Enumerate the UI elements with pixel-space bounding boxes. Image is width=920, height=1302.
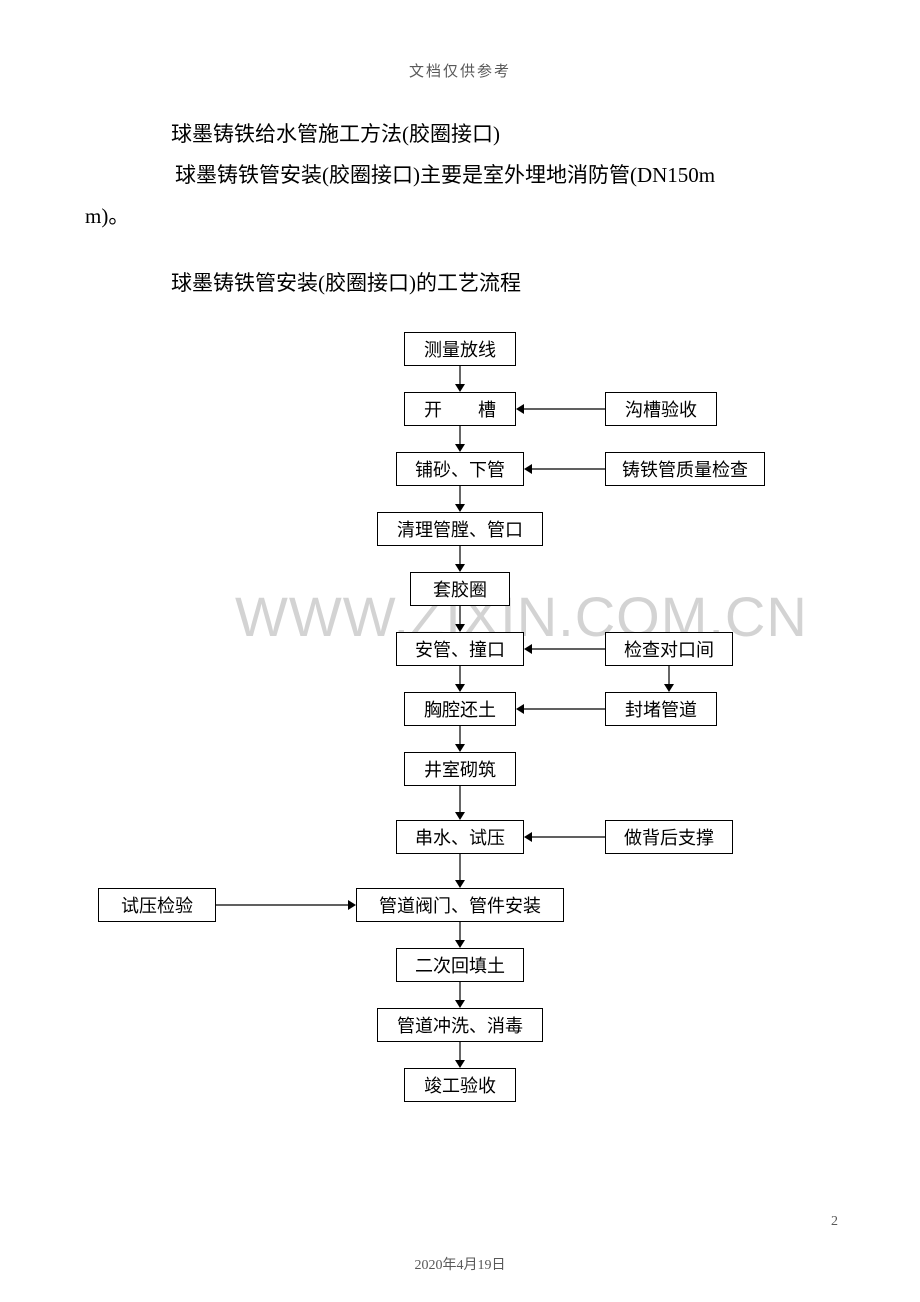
node-backfill2: 二次回填土 [396,948,524,982]
node-trench-check: 沟槽验收 [605,392,717,426]
node-label: 二次回填土 [415,952,505,978]
intro-line-2: m)。 [85,197,129,237]
node-label: 开 槽 [424,396,496,422]
node-backfill1: 胸腔还土 [404,692,516,726]
node-pressure-test: 串水、试压 [396,820,524,854]
node-seal-pipe: 封堵管道 [605,692,717,726]
node-label: 竣工验收 [424,1072,496,1098]
page-number: 2 [831,1214,838,1230]
intro-line-1: 球墨铸铁管安装(胶圈接口)主要是室外埋地消防管(DN150m [175,156,855,196]
node-label: 胸腔还土 [424,696,496,722]
node-label: 做背后支撑 [624,824,714,850]
node-label: 铺砂、下管 [415,456,505,482]
node-label: 清理管膛、管口 [397,516,523,542]
node-clean: 清理管膛、管口 [377,512,543,546]
section-heading: 球墨铸铁管安装(胶圈接口)的工艺流程 [171,264,521,304]
node-label: 安管、撞口 [415,636,505,662]
node-trench: 开 槽 [404,392,516,426]
node-label: 测量放线 [424,336,496,362]
node-label: 井室砌筑 [424,756,496,782]
node-label: 串水、试压 [415,824,505,850]
node-label: 铸铁管质量检查 [622,456,748,482]
node-flush: 管道冲洗、消毒 [377,1008,543,1042]
node-install: 安管、撞口 [396,632,524,666]
header-note: 文档仅供参考 [409,60,511,81]
node-label: 管道冲洗、消毒 [397,1012,523,1038]
node-pressure-inspect: 试压检验 [98,888,216,922]
node-label: 试压检验 [121,892,193,918]
node-label: 管道阀门、管件安装 [379,892,541,918]
title-line-1: 球墨铸铁给水管施工方法(胶圈接口) [171,115,500,155]
node-rear-support: 做背后支撑 [605,820,733,854]
node-label: 沟槽验收 [625,396,697,422]
node-measure: 测量放线 [404,332,516,366]
node-label: 检查对口间 [624,636,714,662]
node-label: 套胶圈 [433,576,487,602]
process-flowchart: WWW.ZIXIN.COM.CN 测量放线 开 槽 铺砂、下管 清理管膛、管口 … [0,320,920,1150]
node-sand-pipe: 铺砂、下管 [396,452,524,486]
node-pipe-qc: 铸铁管质量检查 [605,452,765,486]
footer-date: 2020年4月19日 [415,1254,506,1274]
node-chamber: 井室砌筑 [404,752,516,786]
node-acceptance: 竣工验收 [404,1068,516,1102]
node-valve-install: 管道阀门、管件安装 [356,888,564,922]
node-label: 封堵管道 [625,696,697,722]
node-gasket: 套胶圈 [410,572,510,606]
node-joint-check: 检查对口间 [605,632,733,666]
